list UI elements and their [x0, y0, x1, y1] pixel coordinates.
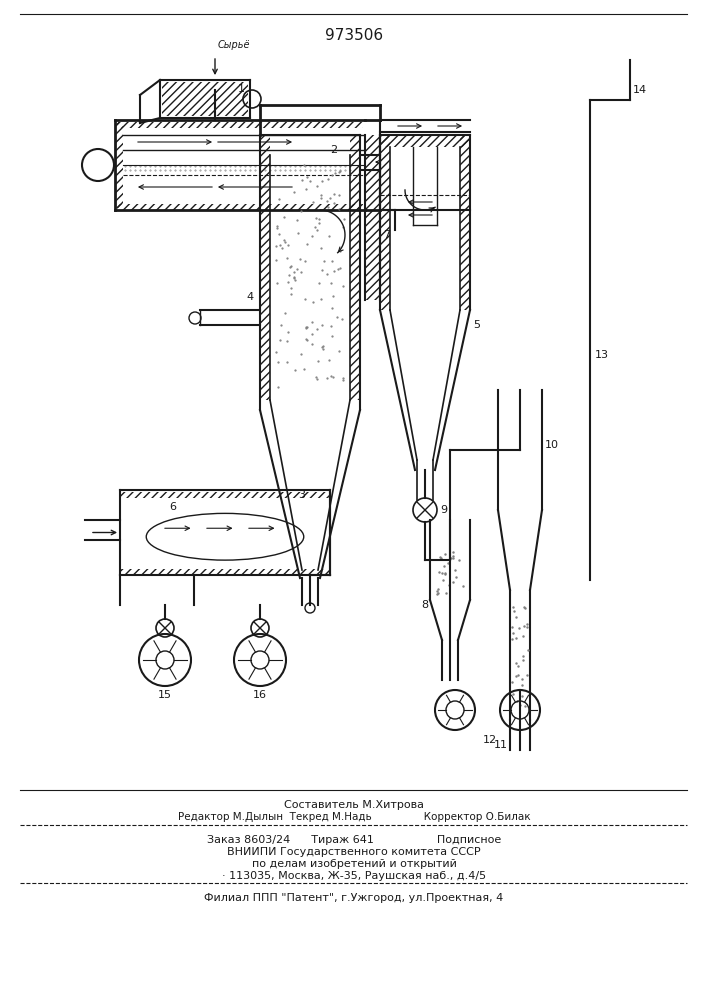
Text: ВНИИПИ Государственного комитета СССР: ВНИИПИ Государственного комитета СССР	[227, 847, 481, 857]
Text: Филиал ППП "Патент", г.Ужгород, ул.Проектная, 4: Филиал ППП "Патент", г.Ужгород, ул.Проек…	[204, 893, 503, 903]
Bar	[120, 492, 330, 498]
Text: 9: 9	[440, 505, 447, 515]
Text: по делам изобретений и открытий: по делам изобретений и открытий	[252, 859, 457, 869]
Text: 11: 11	[494, 740, 508, 750]
Text: 6: 6	[169, 502, 176, 512]
Bar	[350, 135, 360, 400]
Text: 13: 13	[595, 350, 609, 360]
Text: 973506: 973506	[325, 28, 383, 43]
Text: 4: 4	[247, 292, 254, 302]
Text: Сырьё: Сырьё	[218, 40, 250, 50]
Text: 2: 2	[330, 145, 337, 155]
Bar	[260, 135, 270, 400]
Text: 7: 7	[383, 230, 390, 240]
Text: 3: 3	[298, 490, 305, 500]
Bar	[365, 135, 380, 300]
Text: 5: 5	[473, 320, 480, 330]
Text: 8: 8	[421, 600, 428, 610]
Bar	[117, 122, 363, 128]
Bar	[162, 82, 248, 116]
Bar	[460, 135, 470, 310]
Text: 16: 16	[253, 690, 267, 700]
Text: Редактор М.Дылын  Текред М.Надь                Корректор О.Билак: Редактор М.Дылын Текред М.Надь Корректор…	[177, 812, 530, 822]
Text: Заказ 8603/24      Тираж 641                  Подписное: Заказ 8603/24 Тираж 641 Подписное	[207, 835, 501, 845]
Text: 14: 14	[633, 85, 647, 95]
Text: 10: 10	[545, 440, 559, 450]
Text: 12: 12	[483, 735, 497, 745]
Bar	[380, 135, 470, 147]
Bar	[120, 569, 330, 575]
Text: 1: 1	[238, 84, 245, 94]
Text: Составитель М.Хитрова: Составитель М.Хитрова	[284, 800, 424, 810]
Bar	[117, 204, 363, 210]
Text: · 113035, Москва, Ж-35, Раушская наб., д.4/5: · 113035, Москва, Ж-35, Раушская наб., д…	[222, 871, 486, 881]
Text: 15: 15	[158, 690, 172, 700]
Bar	[380, 135, 390, 310]
Bar	[115, 122, 123, 208]
